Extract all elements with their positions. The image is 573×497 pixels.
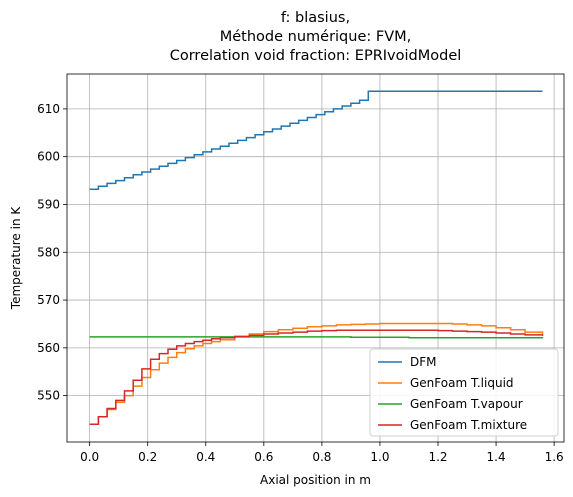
y-tick-label-5: 600 <box>37 150 60 164</box>
title-line-1: Méthode numérique: FVM, <box>220 29 412 45</box>
plot-series <box>89 90 544 426</box>
legend-label-1: GenFoam T.liquid <box>410 376 514 390</box>
grid <box>67 74 564 442</box>
x-axis-ticks: 0.0 0.2 0.4 0.6 0.8 1.0 1.2 1.4 1.6 <box>80 442 564 464</box>
chart-title: f: blasius, Méthode numérique: FVM, Correl… <box>170 10 462 64</box>
x-tick-label-0: 0.0 <box>80 450 99 464</box>
y-axis-ticks: 550 560 570 580 590 600 610 <box>37 102 67 403</box>
series-line-2 <box>89 336 544 339</box>
legend: DFM GenFoam T.liquid GenFoam T.vapour GenFo… <box>369 348 559 437</box>
x-tick-label-7: 1.4 <box>487 450 506 464</box>
y-tick-label-1: 560 <box>37 341 60 355</box>
title-line-2: Correlation void fraction: EPRIvoidModel <box>170 48 462 64</box>
x-tick-label-3: 0.6 <box>254 450 273 464</box>
legend-box <box>369 348 559 437</box>
series-line-0 <box>89 90 543 190</box>
x-tick-label-1: 0.2 <box>138 450 157 464</box>
x-tick-label-8: 1.6 <box>545 450 564 464</box>
y-tick-label-0: 550 <box>37 389 60 403</box>
x-tick-label-2: 0.4 <box>196 450 215 464</box>
y-tick-label-4: 590 <box>37 197 60 211</box>
x-tick-label-4: 0.8 <box>312 450 331 464</box>
legend-label-0: DFM <box>410 355 437 369</box>
x-tick-label-6: 1.2 <box>428 450 447 464</box>
y-tick-label-3: 580 <box>37 245 60 259</box>
plot-frame <box>66 73 565 443</box>
series-line-3 <box>89 329 544 426</box>
x-tick-label-5: 1.0 <box>370 450 389 464</box>
y-tick-label-2: 570 <box>37 293 60 307</box>
y-axis-label: Temperature in K <box>9 206 23 311</box>
legend-label-3: GenFoam T.mixture <box>410 418 527 432</box>
x-axis-label: Axial position in m <box>260 473 371 487</box>
title-line-0: f: blasius, <box>281 10 350 26</box>
y-tick-label-6: 610 <box>37 102 60 116</box>
legend-label-2: GenFoam T.vapour <box>410 397 523 411</box>
